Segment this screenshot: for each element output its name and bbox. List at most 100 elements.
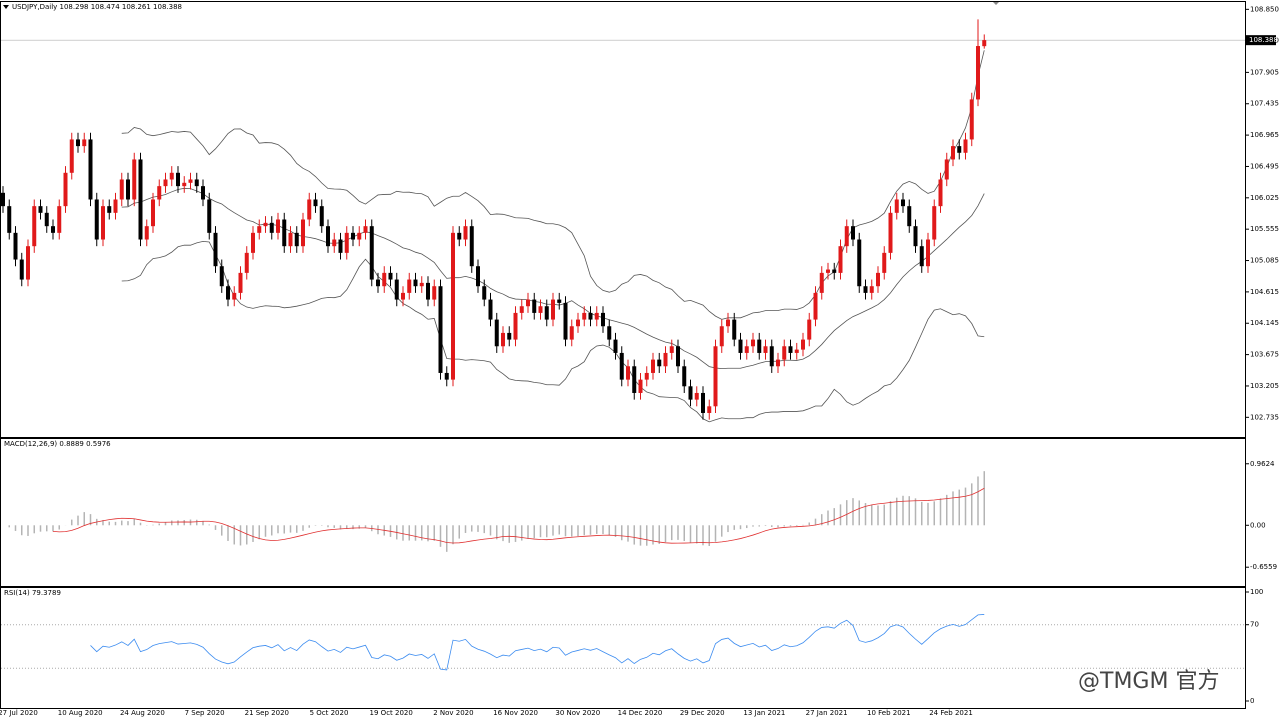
candle-body [276, 219, 280, 233]
candle-body [294, 232, 299, 247]
candle-body [963, 139, 968, 153]
candle-body [538, 306, 543, 313]
y-tick-label: 102.735 [1250, 413, 1279, 421]
candle-body [151, 199, 155, 227]
y-tick-label: 105.555 [1250, 225, 1279, 233]
candle-body [413, 279, 418, 287]
candle-body [7, 206, 12, 233]
candle-body [251, 232, 255, 253]
candle-body [319, 206, 324, 227]
bollinger-band [121, 240, 985, 423]
candle-body [469, 226, 474, 267]
x-tick-label: 10 Aug 2020 [58, 709, 103, 717]
candle-body [888, 212, 893, 253]
price-pane [0, 1, 1246, 438]
candle-body [657, 359, 662, 367]
candle-body [669, 346, 674, 353]
y-tick-label: 106.495 [1250, 162, 1279, 170]
x-tick-label: 24 Feb 2021 [929, 709, 973, 717]
rsi-pane [0, 587, 1246, 709]
y-tick-label: 104.615 [1250, 288, 1279, 296]
candle-body [713, 346, 718, 407]
shift-marker [993, 2, 999, 5]
candle-body [957, 146, 962, 153]
candle-body [394, 279, 399, 300]
candle-body [382, 272, 387, 287]
candle-body [113, 199, 118, 213]
candle-body [282, 219, 287, 247]
candle-body [788, 346, 793, 353]
candle-body [632, 366, 637, 393]
candle-body [976, 46, 980, 100]
candle-body [844, 226, 849, 247]
candle-body [219, 266, 224, 287]
x-tick-label: 14 Dec 2020 [618, 709, 663, 717]
candle-body [144, 226, 149, 240]
y-tick-label: 103.205 [1250, 382, 1279, 390]
y-tick-label: 106.025 [1250, 194, 1279, 202]
candle-body [651, 359, 655, 373]
x-tick-label: 13 Jan 2021 [743, 709, 785, 717]
candle-body [744, 346, 749, 353]
candle-body [288, 232, 293, 247]
candle-body [838, 246, 843, 273]
candle-body [363, 226, 368, 233]
candle-body [426, 282, 430, 300]
candle-body [376, 279, 380, 287]
y-tick-label: 104.145 [1250, 319, 1279, 327]
y-tick-label: 105.085 [1250, 257, 1279, 265]
candle-body [232, 292, 237, 300]
candle-body [919, 246, 924, 267]
candle-body [813, 292, 818, 320]
candle-body [663, 352, 668, 367]
candle-body [526, 299, 530, 307]
y-tick-label: 0 [1250, 697, 1254, 705]
candle-body [551, 299, 555, 320]
candle-body [26, 246, 30, 280]
candle-body [694, 392, 699, 400]
candle-body [544, 306, 549, 320]
candle-body [563, 302, 568, 340]
candle-body [138, 159, 143, 240]
x-tick-label: 7 Sep 2020 [185, 709, 225, 717]
macd-header: MACD(12,26,9) 0.8889 0.5976 [4, 440, 111, 448]
candle-body [38, 206, 43, 213]
y-tick-label: 107.435 [1250, 100, 1279, 108]
candle-body [901, 199, 905, 207]
y-tick-label: 106.965 [1250, 131, 1279, 139]
candle-body [876, 272, 880, 287]
candle-body [819, 272, 824, 293]
candle-body [626, 366, 630, 380]
candle-body [257, 226, 262, 233]
candle-body [969, 99, 974, 140]
candle-body [613, 339, 618, 353]
y-tick-label: 0.9624 [1250, 460, 1275, 468]
candle-body [863, 286, 868, 293]
price-tag-label: 108.388 [1249, 36, 1278, 44]
x-tick-label: 27 Jan 2021 [806, 709, 848, 717]
candle-body [463, 226, 468, 240]
y-tick-label: 100 [1250, 588, 1263, 596]
candle-body [719, 326, 724, 347]
y-tick-label: 103.675 [1250, 351, 1279, 359]
candle-body [307, 199, 312, 220]
symbol-header: USDJPY,Daily 108.298 108.474 108.261 108… [12, 3, 182, 11]
candle-body [326, 226, 330, 247]
y-tick-label: 0.00 [1250, 521, 1266, 529]
candle-body [588, 312, 593, 320]
y-tick-label: 70 [1250, 621, 1259, 629]
candle-body [557, 299, 562, 303]
rsi-header: RSI(14) 79.3789 [4, 589, 61, 597]
candle-body [119, 179, 124, 200]
candle-body [238, 272, 243, 293]
candle-body [857, 239, 862, 287]
candle-body [188, 179, 193, 183]
candle-body [438, 286, 443, 373]
candle-body [644, 372, 649, 380]
y-tick-label: 108.850 [1250, 5, 1279, 13]
candle-body [182, 182, 187, 187]
candle-body [726, 319, 730, 327]
candle-body [244, 252, 249, 273]
candle-body [313, 199, 318, 207]
